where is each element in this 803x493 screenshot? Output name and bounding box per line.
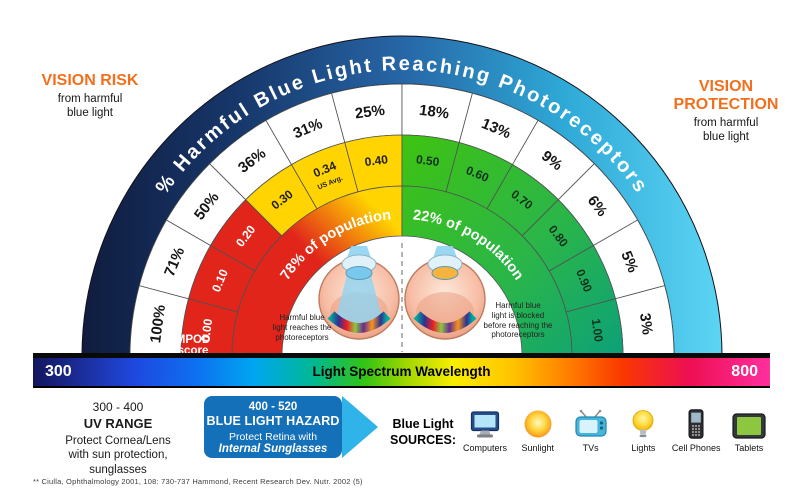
tv-icon (574, 407, 608, 439)
vision-risk-label: VISION RISK from harmful blue light (26, 72, 154, 120)
uv-range-title: UV RANGE (83, 416, 153, 431)
vision-protection-subtitle: from harmful blue light (693, 116, 759, 143)
source-item-sunlight: Sunlight (513, 407, 563, 453)
spectrum-max-wavelength: 800 (731, 363, 758, 380)
hazard-line1: Protect Retina with (228, 431, 318, 443)
hazard-range-values: 400 - 520 (248, 401, 298, 413)
vision-protection-title: VISION PROTECTION (673, 78, 779, 113)
lens (431, 266, 459, 280)
percent-label: 3% (636, 312, 656, 336)
mpod-label: 1.00 (589, 318, 606, 343)
percent-label: 18% (418, 102, 450, 123)
citation-text: ** Ciulla, Ophthalmology 2001, 108: 730-… (33, 477, 363, 486)
left-eye-caption: Harmful blue light reaches the photorece… (272, 313, 332, 342)
source-item-lights: Lights (618, 407, 668, 453)
source-label: Lights (631, 443, 656, 453)
right-eye-caption: Harmful blue light is blocked before rea… (483, 301, 553, 340)
spectrum-min-wavelength: 300 (45, 363, 72, 380)
percent-label: 100% (147, 304, 169, 344)
hazard-line2: Internal Sunglasses (218, 443, 328, 455)
source-item-computers: Computers (460, 407, 510, 453)
blue-light-hazard-box: 400 - 520 BLUE LIGHT HAZARD Protect Reti… (204, 396, 342, 458)
blue-light-sources-row: Computers Sunlight (460, 407, 774, 453)
vision-risk-subtitle: from harmful blue light (57, 92, 123, 119)
cellphone-icon (687, 407, 705, 439)
mpod-label: 0.00 (198, 317, 215, 342)
hazard-title: BLUE LIGHT HAZARD (206, 414, 340, 428)
photoreceptor-band (413, 311, 477, 333)
sources-label-line1: Blue Light (392, 417, 454, 431)
mpod-label: 0.50 (415, 152, 440, 169)
lens (345, 266, 373, 280)
gauge-baseline-bar (33, 353, 770, 358)
lightbulb-icon (630, 407, 656, 439)
source-item-tablets: Tablets (724, 407, 774, 453)
exposed-eye-illustration (318, 246, 400, 340)
uv-range-description: Protect Cornea/Lens with sun protection,… (65, 435, 171, 476)
source-label: Sunlight (521, 443, 555, 453)
vision-protection-label: VISION PROTECTION from harmful blue ligh… (660, 78, 792, 144)
source-item-tvs: TVs (566, 407, 616, 453)
tablet-icon (732, 407, 766, 439)
light-spectrum-bar: 300 Light Spectrum Wavelength 800 (33, 358, 770, 388)
uv-range-values: 300 - 400 (92, 400, 144, 414)
sun-icon (523, 407, 553, 439)
sources-label-line2: SOURCES: (390, 432, 456, 447)
source-label: Cell Phones (671, 443, 721, 453)
mpod-label: 0.40 (364, 152, 389, 169)
uv-range-block: 300 - 400 UV RANGE Protect Cornea/Lens w… (38, 400, 198, 477)
right-arrow-icon (342, 396, 378, 458)
vision-risk-title: VISION RISK (41, 72, 139, 89)
protected-eye-illustration (404, 246, 486, 340)
source-label: TVs (582, 443, 599, 453)
inner-light-cone (334, 275, 384, 325)
percent-label: 25% (354, 102, 386, 123)
photoreceptor-band (327, 311, 391, 333)
source-item-cell-phones: Cell Phones (671, 407, 721, 453)
computer-icon (469, 407, 501, 439)
source-label: Tablets (734, 443, 764, 453)
blue-light-sources-label: Blue Light SOURCES: (384, 417, 462, 448)
spectrum-title: Light Spectrum Wavelength (312, 364, 491, 379)
source-label: Computers (462, 443, 507, 453)
